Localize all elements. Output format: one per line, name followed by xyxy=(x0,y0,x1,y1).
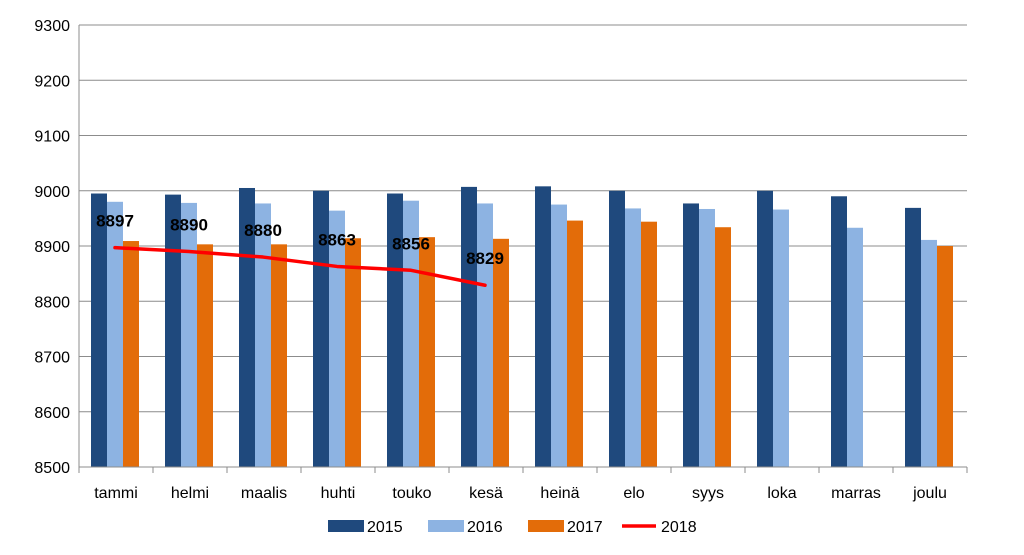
x-tick-label: joulu xyxy=(912,485,947,502)
axes: 8500 8600 8700 8800 8900 9000 9100 9200 9300 tamm… xyxy=(34,18,968,502)
x-tick-label: maalis xyxy=(241,485,287,502)
bar-2016-tammi xyxy=(107,201,123,468)
x-tick-label: heinä xyxy=(540,485,579,502)
bar-2017-joulu xyxy=(937,246,953,467)
legend-label: 2017 xyxy=(567,519,603,536)
x-tick-label: huhti xyxy=(321,485,356,502)
x-tick-label: loka xyxy=(767,485,796,502)
legend: 2015 2016 2017 2018 xyxy=(328,519,697,536)
legend-label: 2018 xyxy=(661,519,697,536)
x-tick-label: kesä xyxy=(469,485,503,502)
bar-2017-maalis xyxy=(271,244,287,467)
legend-label: 2015 xyxy=(367,519,403,536)
y-tick-label: 8600 xyxy=(34,405,70,422)
y-tick-label: 8700 xyxy=(34,350,70,367)
data-label-2018: 8880 xyxy=(244,221,282,240)
bar-2016-heinä xyxy=(551,204,567,467)
x-tick-label: syys xyxy=(692,485,724,502)
bar-2017-kesä xyxy=(493,238,509,467)
bar-2015-touko xyxy=(387,193,403,467)
line-2018 xyxy=(113,245,487,287)
bar-2015-syys xyxy=(683,203,699,467)
bar-2015-loka xyxy=(757,190,773,467)
x-tick-label: touko xyxy=(392,485,431,502)
y-tick-label: 9000 xyxy=(34,184,70,201)
bar-2015-tammi xyxy=(91,193,107,467)
bar-2016-joulu xyxy=(921,239,937,467)
bar-2015-joulu xyxy=(905,207,921,467)
bar-2015-heinä xyxy=(535,186,551,467)
bar-2015-huhti xyxy=(313,190,329,467)
legend-item-2017: 2017 xyxy=(528,519,603,536)
legend-item-2015: 2015 xyxy=(328,519,403,536)
bar-2015-kesä xyxy=(461,186,477,467)
x-tick-label: helmi xyxy=(171,485,209,502)
y-tick-label: 8800 xyxy=(34,294,70,311)
bar-2017-heinä xyxy=(567,220,583,467)
legend-swatch xyxy=(428,520,464,532)
legend-item-2016: 2016 xyxy=(428,519,503,536)
bar-2017-tammi xyxy=(123,241,139,467)
bar-2017-elo xyxy=(641,221,657,467)
x-tick-label: elo xyxy=(623,485,644,502)
bar-2016-touko xyxy=(403,200,419,467)
bar-2016-kesä xyxy=(477,203,493,467)
y-tick-label: 9200 xyxy=(34,73,70,90)
bar-2016-maalis xyxy=(255,203,271,467)
data-label-2018: 8890 xyxy=(170,216,208,235)
gridlines xyxy=(79,24,967,468)
bar-2016-loka xyxy=(773,209,789,467)
legend-swatch xyxy=(528,520,564,532)
bar-2016-helmi xyxy=(181,202,197,467)
line-series xyxy=(113,245,487,287)
bar-2015-elo xyxy=(609,190,625,467)
y-tick-label: 8900 xyxy=(34,239,70,256)
bar-2017-huhti xyxy=(345,238,361,467)
data-label-2018: 8829 xyxy=(466,249,504,268)
y-tick-label: 8500 xyxy=(34,460,70,477)
bar-2017-touko xyxy=(419,237,435,467)
data-label-2018: 8863 xyxy=(318,230,356,249)
data-labels: 8897 8890 8880 8863 8856 8829 xyxy=(96,212,504,269)
legend-swatch xyxy=(328,520,364,532)
bar-series xyxy=(91,186,953,468)
bar-2016-marras xyxy=(847,227,863,467)
data-label-2018: 8897 xyxy=(96,212,134,231)
bar-2015-helmi xyxy=(165,194,181,467)
bar-2016-elo xyxy=(625,208,641,467)
data-label-2018: 8856 xyxy=(392,234,430,253)
y-tick-label: 9300 xyxy=(34,18,70,35)
y-tick-label: 9100 xyxy=(34,129,70,146)
bar-2017-helmi xyxy=(197,244,213,467)
legend-label: 2016 xyxy=(467,519,503,536)
bar-2017-syys xyxy=(715,227,731,467)
legend-item-2018: 2018 xyxy=(622,519,697,536)
bar-2016-syys xyxy=(699,208,715,468)
bar-2015-marras xyxy=(831,196,847,467)
x-tick-label: tammi xyxy=(94,485,138,502)
bar-2016-huhti xyxy=(329,210,345,467)
x-tick-label: marras xyxy=(831,485,881,502)
